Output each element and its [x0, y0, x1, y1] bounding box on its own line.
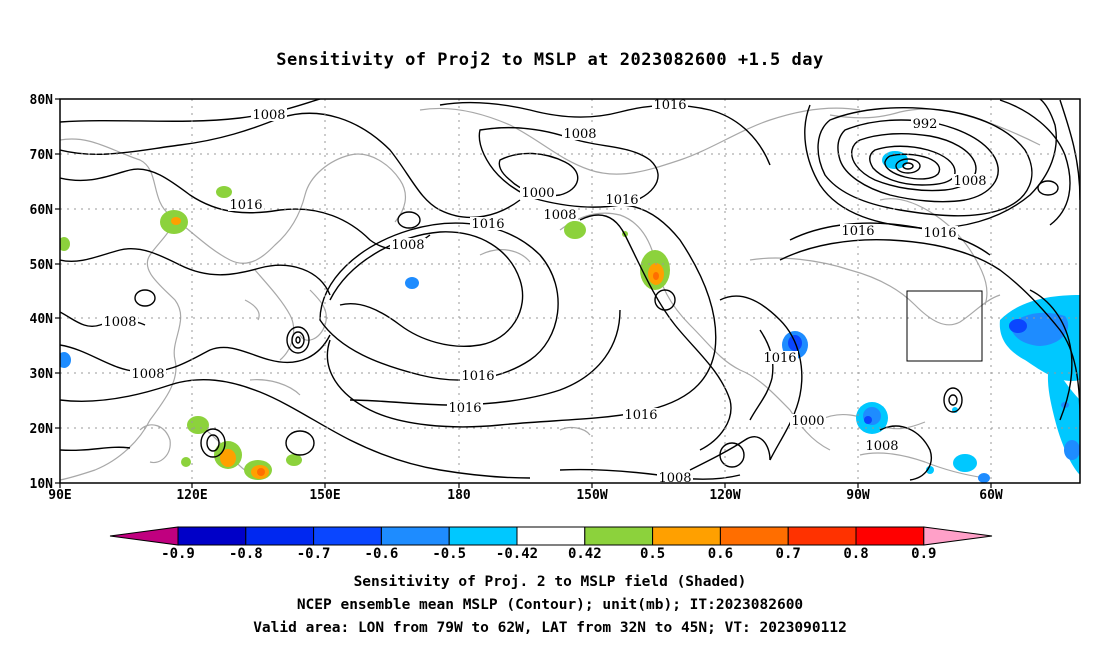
contour-label: 1016 — [471, 217, 504, 232]
mslp-contours — [60, 99, 1080, 481]
contour-label: 1016 — [229, 198, 262, 213]
lon-label: 150W — [576, 488, 607, 503]
contour-label: 1016 — [923, 226, 956, 241]
lat-label: 70N — [30, 148, 54, 163]
colorbar-tick-label: -0.7 — [297, 546, 331, 562]
lat-label: 10N — [30, 477, 54, 492]
colorbar — [109, 526, 993, 546]
colorbar-swatch — [787, 526, 857, 546]
contour-label: 1008 — [252, 108, 285, 123]
contour-label: 1016 — [653, 98, 686, 113]
caption-line-1: Sensitivity of Proj. 2 to MSLP field (Sh… — [353, 574, 747, 590]
colorbar-swatch — [652, 526, 721, 546]
contour-label: 1016 — [448, 401, 481, 416]
lon-label: 60W — [979, 488, 1003, 503]
contour-label: 1008 — [103, 315, 136, 330]
colorbar-tick-label: -0.6 — [365, 546, 399, 562]
contour-label: 1008 — [131, 367, 164, 382]
contour-label: 1008 — [563, 127, 596, 142]
colorbar-swatch — [380, 526, 450, 546]
contour-label: 1016 — [763, 351, 796, 366]
lon-label: 120W — [709, 488, 740, 503]
colorbar-tick-label: 0.8 — [843, 546, 868, 562]
colorbar-tick-label: -0.9 — [161, 546, 195, 562]
contour-label: 1016 — [624, 408, 657, 423]
colorbar-extend-high — [923, 526, 993, 546]
lon-label: 180 — [447, 488, 471, 503]
colorbar-extend-low — [109, 526, 179, 546]
colorbar-tick-label: 0.42 — [568, 546, 602, 562]
colorbar-tick-label: -0.8 — [229, 546, 263, 562]
colorbar-tick-label: 0.9 — [911, 546, 936, 562]
contour-label: 1008 — [391, 238, 424, 253]
lon-label: 150E — [309, 488, 340, 503]
contour-label: 1008 — [543, 208, 576, 223]
colorbar-swatch — [855, 526, 925, 546]
colorbar-tick-label: 0.7 — [776, 546, 801, 562]
lat-label: 40N — [30, 312, 54, 327]
lon-label: 120E — [176, 488, 207, 503]
colorbar-swatch — [177, 526, 247, 546]
map-frame — [59, 98, 1081, 484]
valid-area-box — [906, 290, 983, 362]
contour-label: 1016 — [605, 193, 638, 208]
sensitivity-shading — [60, 151, 1080, 483]
colorbar-tick-label: -0.5 — [432, 546, 466, 562]
caption-line-3: Valid area: LON from 79W to 62W, LAT fro… — [253, 620, 847, 636]
lat-label: 60N — [30, 203, 54, 218]
lon-label: 90E — [48, 488, 71, 503]
colorbar-swatch — [719, 526, 789, 546]
lat-label: 30N — [30, 367, 54, 382]
contour-label: 992 — [913, 117, 938, 132]
colorbar-tick-label: -0.42 — [496, 546, 538, 562]
latitude-labels: 80N 70N 60N 50N 40N 30N 20N 10N — [30, 93, 60, 492]
colorbar-swatch — [516, 526, 586, 546]
colorbar-tick-label: 0.6 — [708, 546, 733, 562]
contour-label: 1008 — [865, 439, 898, 454]
longitude-labels: 90E 120E 150E 180 150W 120W 90W 60W — [48, 483, 1003, 503]
caption-line-2: NCEP ensemble mean MSLP (Contour); unit(… — [296, 597, 804, 613]
contour-label: 1016 — [461, 369, 494, 384]
colorbar-swatch — [584, 526, 654, 546]
contour-label: 1000 — [521, 186, 554, 201]
chart-title: Sensitivity of Proj2 to MSLP at 20230826… — [276, 50, 824, 70]
colorbar-swatch — [448, 526, 518, 546]
colorbar-tick-labels: -0.9 -0.8 -0.7 -0.6 -0.5 -0.42 0.42 0.5 0.6 0.7 0.… — [161, 546, 936, 562]
contour-label: 1000 — [791, 414, 824, 429]
colorbar-swatch — [245, 526, 315, 546]
lat-label: 20N — [30, 422, 54, 437]
colorbar-swatch — [313, 526, 382, 546]
colorbar-tick-label: 0.5 — [640, 546, 665, 562]
lat-label: 50N — [30, 258, 54, 273]
lat-label: 80N — [30, 93, 54, 108]
contour-label: 1016 — [841, 224, 874, 239]
lon-label: 90W — [846, 488, 870, 503]
contour-label: 1008 — [953, 174, 986, 189]
